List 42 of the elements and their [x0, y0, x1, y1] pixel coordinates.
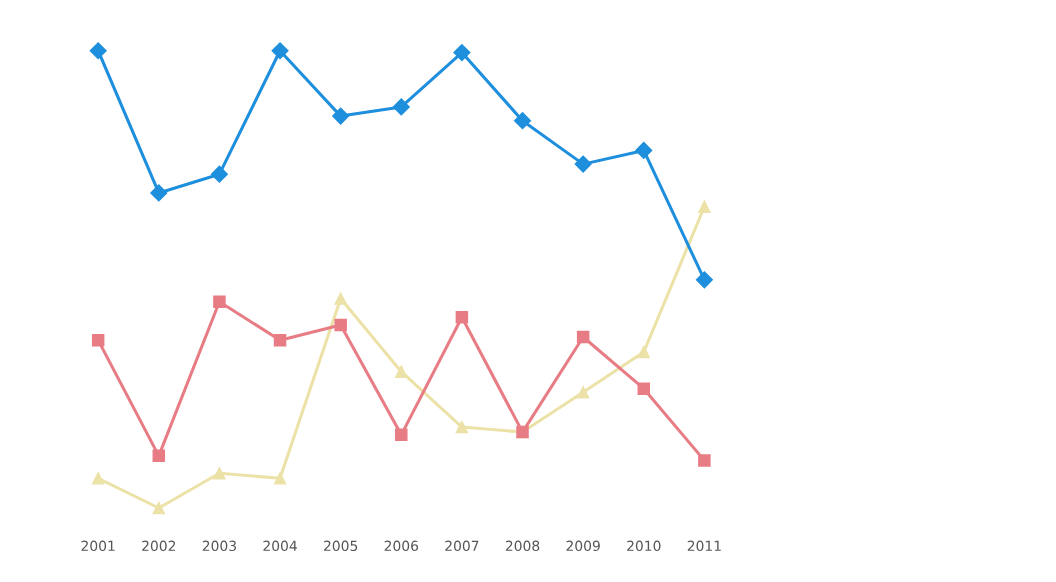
point	[698, 200, 711, 213]
x-tick-label: 2007	[445, 540, 479, 552]
point	[150, 184, 168, 202]
x-tick-label: 2010	[627, 540, 661, 552]
point	[695, 271, 713, 289]
point	[637, 382, 651, 395]
point	[152, 449, 166, 463]
point	[271, 42, 289, 60]
point	[273, 472, 287, 485]
point	[513, 112, 532, 130]
x-tick-label: 2002	[142, 540, 176, 552]
point	[395, 428, 408, 442]
point	[91, 472, 105, 485]
x-tick-label: 2011	[687, 540, 721, 552]
point	[213, 295, 226, 309]
x-tick-label: 2008	[505, 540, 540, 552]
x-tick-label: 2009	[566, 540, 600, 552]
point	[395, 365, 408, 378]
x-tick-label: 2001	[81, 540, 115, 552]
point	[576, 386, 590, 399]
point	[698, 454, 711, 467]
point	[273, 333, 287, 347]
point	[213, 466, 226, 480]
x-tick-label: 2005	[324, 540, 358, 552]
point	[152, 501, 166, 515]
point	[332, 107, 350, 125]
point	[334, 292, 347, 305]
point	[91, 333, 105, 347]
point	[210, 165, 228, 183]
point	[89, 42, 107, 60]
x-tick-label: 2004	[263, 540, 297, 552]
point	[334, 318, 347, 332]
point	[453, 43, 471, 62]
point	[392, 98, 410, 116]
point	[635, 141, 653, 159]
x-tick-label: 2003	[202, 540, 236, 552]
x-tick-label: 2006	[384, 540, 419, 552]
point	[455, 311, 469, 324]
point	[576, 330, 590, 344]
point	[637, 345, 651, 359]
point	[574, 155, 592, 173]
point	[455, 420, 469, 434]
